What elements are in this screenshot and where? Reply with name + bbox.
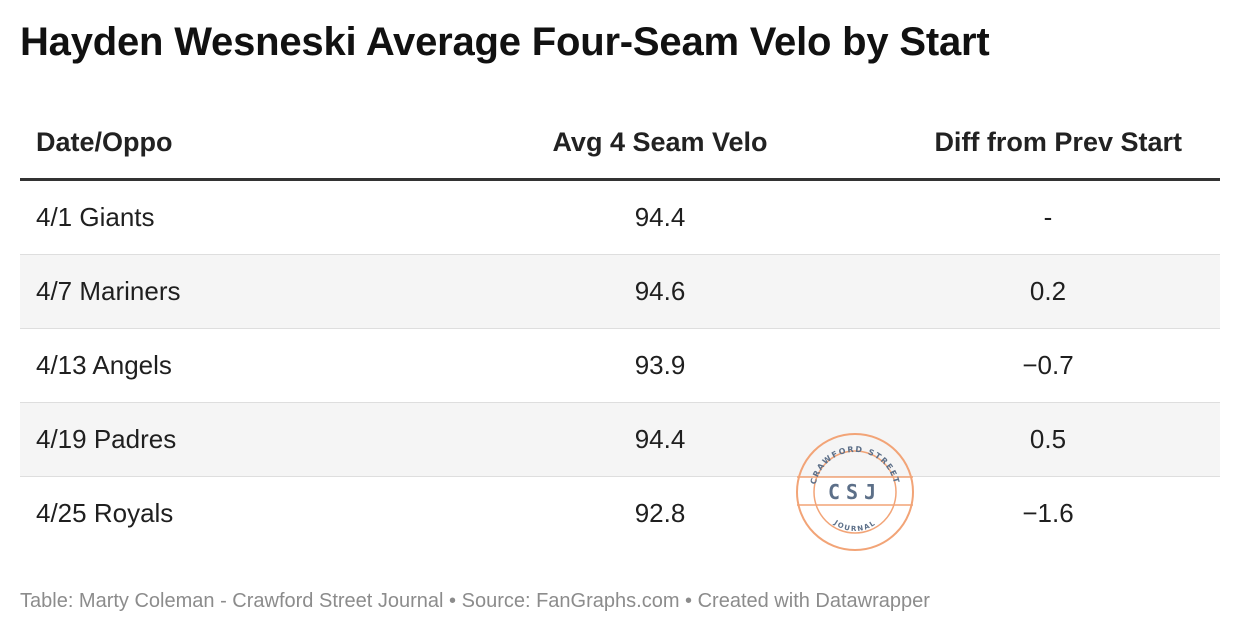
cell-diff: - bbox=[1043, 202, 1053, 232]
column-header-avg-velo: Avg 4 Seam Velo bbox=[552, 127, 768, 157]
cell-avg-velo: 93.9 bbox=[634, 350, 686, 380]
table-header-row: Date/Oppo Avg 4 Seam Velo Diff from Prev… bbox=[20, 106, 1220, 181]
table-row: 4/13 Angels 93.9 −0.7 bbox=[20, 329, 1220, 403]
cell-diff: −1.6 bbox=[1022, 498, 1074, 528]
column-header-diff: Diff from Prev Start bbox=[934, 127, 1182, 157]
watermark-inner-ring bbox=[813, 450, 897, 534]
cell-avg-velo: 92.8 bbox=[634, 498, 686, 528]
cell-diff: 0.5 bbox=[1029, 424, 1067, 454]
column-header-date-oppo: Date/Oppo bbox=[36, 127, 173, 157]
cell-date-oppo: 4/1 Giants bbox=[36, 202, 155, 232]
table-row: 4/25 Royals 92.8 −1.6 bbox=[20, 477, 1220, 550]
footer-credits: Table: Marty Coleman - Crawford Street J… bbox=[20, 590, 930, 612]
watermark-center-text: CSJ bbox=[828, 480, 882, 504]
table-row: 4/19 Padres 94.4 0.5 bbox=[20, 403, 1220, 477]
cell-diff: −0.7 bbox=[1022, 350, 1074, 380]
cell-date-oppo: 4/13 Angels bbox=[36, 350, 172, 380]
cell-avg-velo: 94.4 bbox=[634, 202, 686, 232]
cell-date-oppo: 4/25 Royals bbox=[36, 498, 174, 528]
table-row: 4/1 Giants 94.4 - bbox=[20, 181, 1220, 255]
cell-avg-velo: 94.6 bbox=[634, 276, 686, 306]
cell-date-oppo: 4/7 Mariners bbox=[36, 276, 181, 306]
csj-watermark-logo: CRAWFORD STREET CSJ JOURNAL bbox=[796, 433, 914, 551]
data-table: Date/Oppo Avg 4 Seam Velo Diff from Prev… bbox=[20, 106, 1220, 550]
page-title: Hayden Wesneski Average Four-Seam Velo b… bbox=[20, 20, 990, 64]
cell-avg-velo: 94.4 bbox=[634, 424, 686, 454]
watermark-bottom-text: JOURNAL bbox=[832, 518, 878, 533]
cell-diff: 0.2 bbox=[1029, 276, 1067, 306]
cell-date-oppo: 4/19 Padres bbox=[36, 424, 177, 454]
watermark-outer-ring bbox=[796, 433, 914, 551]
table-row: 4/7 Mariners 94.6 0.2 bbox=[20, 255, 1220, 329]
